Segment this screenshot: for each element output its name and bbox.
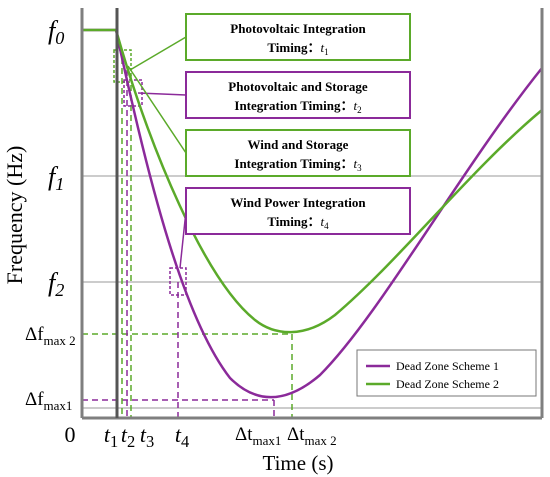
annotation-3: Wind and Storage Integration Timing：t3 — [127, 65, 411, 177]
annotation-box — [185, 71, 411, 119]
dtmax2-label: Δtmax 2 — [287, 424, 337, 448]
legend-box — [356, 349, 537, 397]
x-tick-label: t4 — [175, 422, 189, 451]
annotation-leader — [137, 92, 187, 96]
x-tick-label: t3 — [140, 422, 154, 451]
annotation-line2: Integration Timing：t3 — [234, 156, 362, 173]
annotation-2: Photovoltaic and Storage Integration Timi… — [137, 71, 411, 119]
annotation-box — [185, 187, 411, 235]
annotation-line1: Wind Power Integration — [230, 195, 366, 210]
y-tick-label: f1 — [48, 162, 64, 194]
legend-label: Dead Zone Scheme 1 — [396, 359, 499, 373]
dfmax1-label: Δfmax1 — [25, 389, 72, 413]
x-tick-label: t1 — [104, 422, 118, 451]
annotation-line1: Wind and Storage — [248, 137, 349, 152]
annotation-line1: Photovoltaic and Storage — [228, 79, 368, 94]
x-tick-label: 0 — [65, 422, 76, 447]
legend-label: Dead Zone Scheme 2 — [396, 377, 499, 391]
annotation-box — [185, 13, 411, 61]
dtmax1-label: Δtmax1 — [235, 424, 281, 448]
y-axis-title: Frequency (Hz) — [2, 146, 27, 285]
series-scheme-1 — [82, 28, 543, 399]
x-tick-label: t2 — [121, 422, 135, 451]
annotations: Photovoltaic IntegrationTiming：t1Photovo… — [127, 13, 411, 269]
t1-box — [113, 49, 132, 83]
annotation-box — [185, 129, 411, 177]
series-scheme-2 — [82, 28, 543, 334]
axes — [80, 8, 544, 420]
dfmax2-label: Δfmax 2 — [25, 324, 76, 348]
x-axis-title: Time (s) — [263, 451, 334, 475]
annotation-line2: Timing：t1 — [267, 40, 328, 57]
annotation-leader — [127, 65, 187, 154]
axis-titles: Time (s) Frequency (Hz) — [2, 146, 334, 475]
y-tick-label: f0 — [48, 16, 64, 48]
curves — [82, 28, 543, 399]
annotation-line2: Timing：t4 — [267, 214, 329, 231]
y-tick-label: f2 — [48, 268, 64, 300]
annotation-4: Wind Power Integration Timing：t4 — [179, 187, 411, 269]
annotation-line2: Integration Timing：t2 — [234, 98, 361, 115]
legend: Dead Zone Scheme 1 Dead Zone Scheme 2 — [356, 349, 537, 397]
annotation-1: Photovoltaic Integration Timing：t1 — [129, 13, 411, 71]
annotation-line1: Photovoltaic Integration — [230, 21, 366, 36]
tick-labels: f0 f1 f2 Δfmax 2 Δfmax1 Δtmax1 Δtmax 2 0 t1 t2 t3 t… — [25, 16, 337, 451]
annotation-leader — [129, 36, 187, 71]
